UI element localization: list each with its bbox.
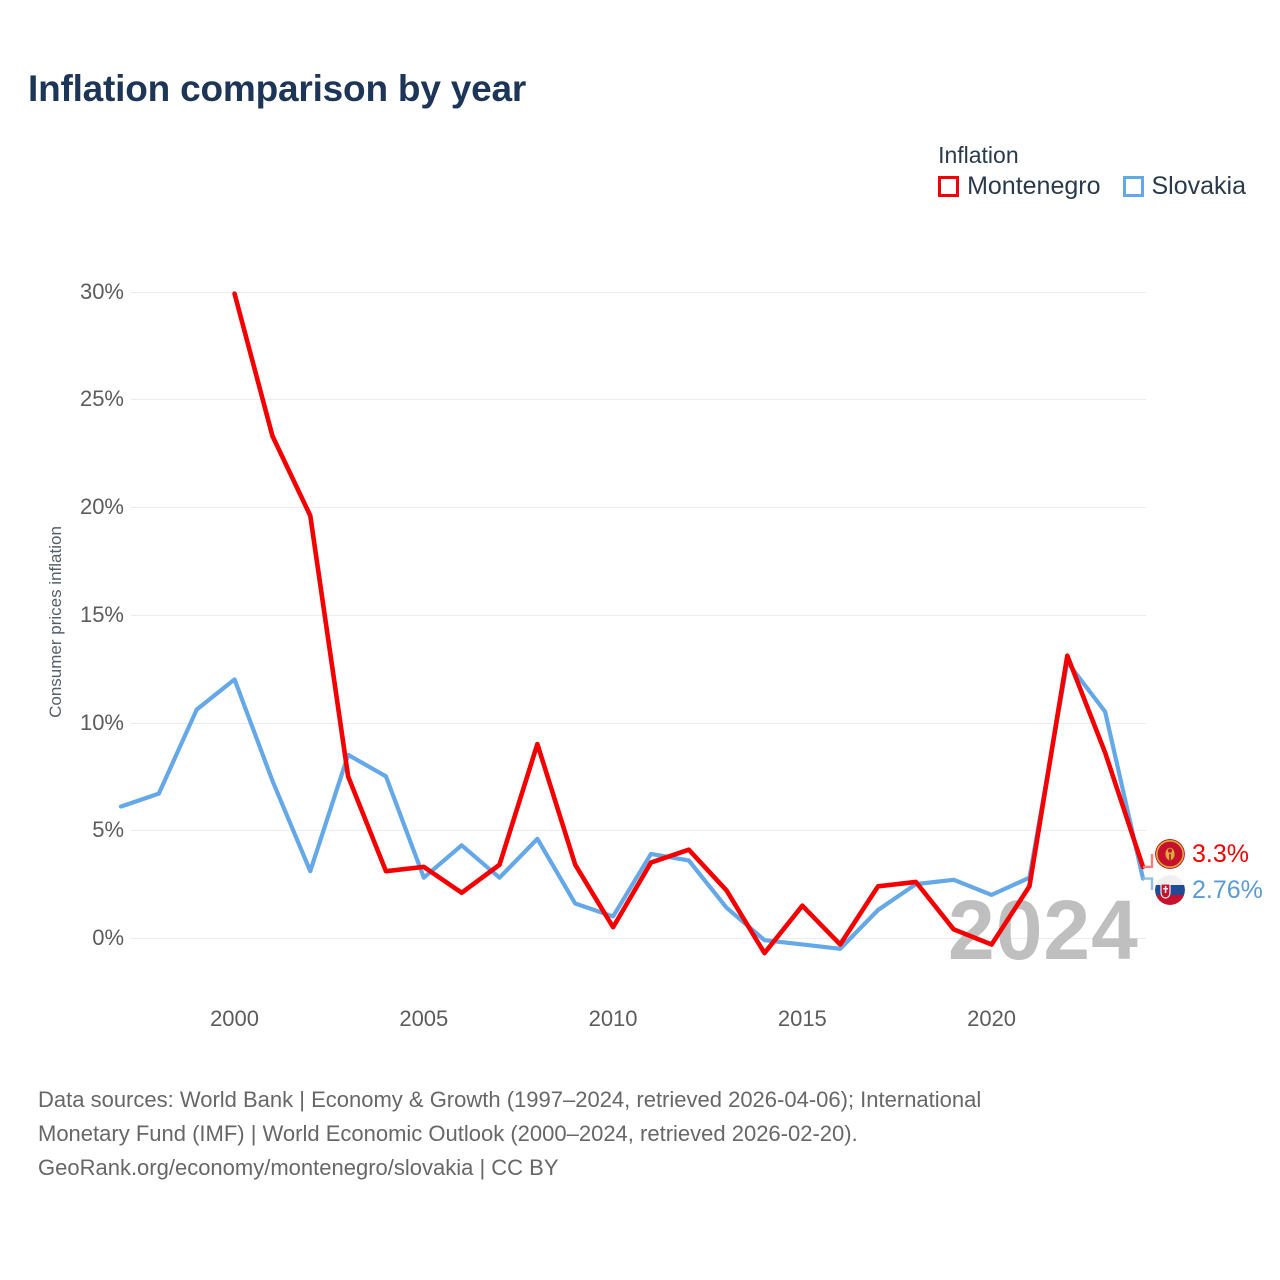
chart-legend: Inflation Montenegro Slovakia [938,142,1246,199]
gridline [131,830,1146,832]
footer-sources: Data sources: World Bank | Economy & Gro… [38,1083,1238,1185]
legend-label-slovakia: Slovakia [1151,172,1247,200]
x-tick-label: 2020 [967,1006,1017,1031]
montenegro-end-label: 3.3% [1155,839,1249,869]
y-tick-label: 15% [79,601,124,627]
x-tick-label: 2005 [399,1006,449,1031]
slovakia-flag-icon [1155,875,1185,905]
line-montenegro [232,291,1146,956]
gridline [131,291,1146,293]
page-title: Inflation comparison by year [28,68,527,109]
leader-line-montenegro [1143,854,1154,869]
footer-line-3: GeoRank.org/economy/montenegro/slovakia … [38,1155,559,1180]
legend-swatch-slovakia [1122,176,1144,197]
leader-line-slovakia [1143,877,1154,890]
footer-line-2: Monetary Fund (IMF) | World Economic Out… [38,1121,858,1146]
y-tick-label: 10% [79,709,124,735]
gridline [131,722,1146,724]
montenegro-end-value: 3.3% [1192,839,1249,868]
montenegro-flag-icon [1155,839,1185,869]
legend-item-montenegro[interactable]: Montenegro [938,172,1101,200]
slovakia-end-value: 2.76% [1192,875,1263,904]
chart-lines [118,291,1154,956]
gridline [131,938,1146,939]
gridline [131,507,1146,508]
slovakia-end-label: 2.76% [1155,875,1263,905]
legend-label-montenegro: Montenegro [967,172,1101,200]
y-tick-label: 5% [92,817,124,843]
x-tick-label: 2015 [777,1006,827,1031]
y-tick-label: 25% [79,386,124,412]
x-tick-label: 2010 [588,1006,638,1031]
x-tick-label: 2000 [210,1006,260,1031]
gridline [131,614,1146,616]
watermark-year: 2024 [948,883,1139,977]
y-tick-label: 20% [79,494,124,519]
legend-items: Montenegro Slovakia [938,174,1246,199]
gridline [131,399,1146,401]
y-tick-label: 0% [92,925,124,950]
chart-plot-area: Consumer prices inflation 0% 5% 10% 15% 20% 2… [46,278,1263,1032]
legend-title: Inflation [938,142,1019,168]
legend-item-slovakia[interactable]: Slovakia [1122,172,1247,200]
y-tick-label: 30% [79,278,124,304]
legend-swatch-montenegro [938,176,960,197]
line-slovakia [118,660,1146,951]
footer-line-1: Data sources: World Bank | Economy & Gro… [38,1087,982,1112]
